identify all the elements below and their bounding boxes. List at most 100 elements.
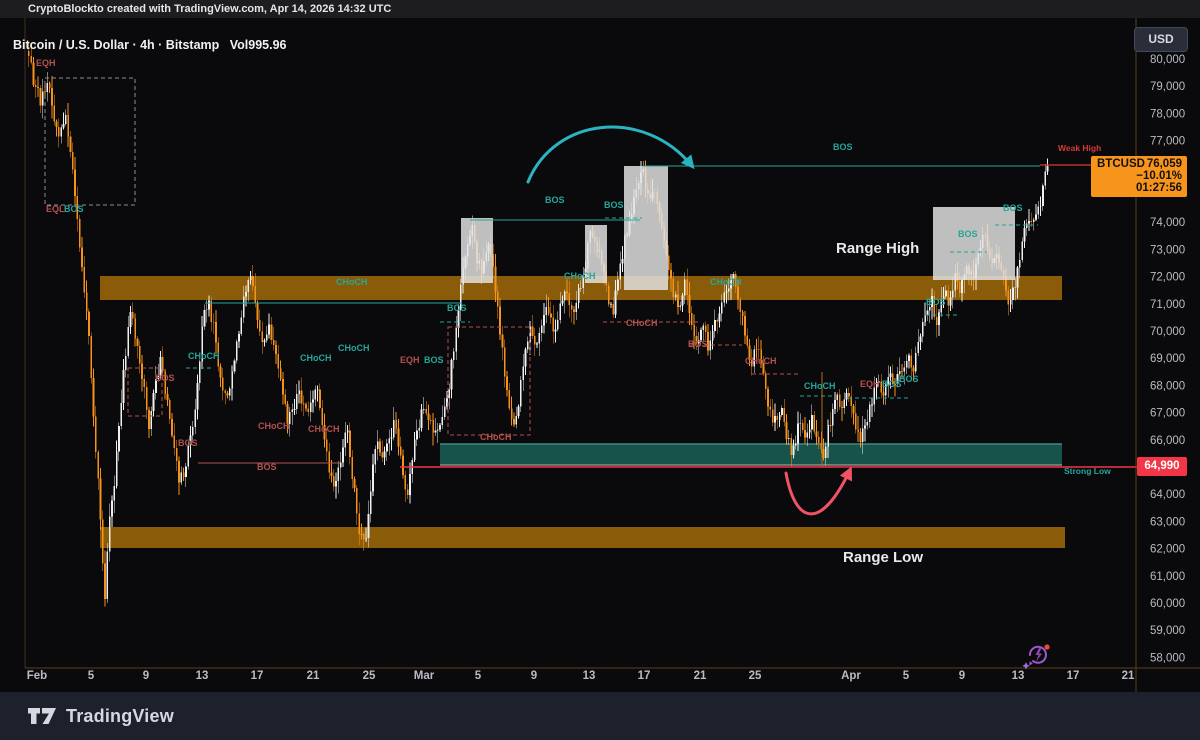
y-axis-label[interactable]: 79,000 xyxy=(1150,81,1185,93)
annotation-bos: BOS xyxy=(1003,203,1023,213)
y-axis-label[interactable]: 71,000 xyxy=(1150,299,1185,311)
y-axis-label[interactable]: 70,000 xyxy=(1150,326,1185,338)
tradingview-logo-icon[interactable] xyxy=(27,705,57,727)
x-axis-label-21[interactable]: 21 xyxy=(1122,670,1135,682)
annotation-choch: CHoCH xyxy=(626,318,658,328)
range-low-zone xyxy=(100,527,1065,548)
volume-value: 995.96 xyxy=(248,38,287,52)
y-axis-label[interactable]: 74,000 xyxy=(1150,217,1185,229)
dashed-range-box xyxy=(127,367,163,417)
badge-change: −10.01% xyxy=(1136,170,1182,182)
x-axis-label-17[interactable]: 17 xyxy=(1067,670,1080,682)
y-axis-label[interactable]: 64,000 xyxy=(1150,489,1185,501)
annotation-eqh: EQH xyxy=(36,58,56,68)
sparkle-refresh-icon[interactable] xyxy=(1020,640,1054,670)
x-axis-label-21[interactable]: 21 xyxy=(307,670,320,682)
x-axis-label-9[interactable]: 9 xyxy=(531,670,537,682)
x-axis-label-mar[interactable]: Mar xyxy=(414,670,435,682)
annotation-choch: CHoCH xyxy=(745,356,777,366)
candlestick-series xyxy=(28,42,1049,607)
last-price-badge: BTCUSD 76,059 −10.01% 01:27:56 xyxy=(1091,156,1187,197)
attribution-bar: CryptoBlockto created with TradingView.c… xyxy=(0,0,1200,18)
annotation-bos: BOS xyxy=(604,200,624,210)
symbol-title-text: Bitcoin / U.S. Dollar · 4h · Bitstamp xyxy=(13,38,220,52)
annotation-bos: BOS xyxy=(64,204,84,214)
x-axis-label-13[interactable]: 13 xyxy=(583,670,596,682)
drawn-arrows-layer xyxy=(526,125,853,516)
x-axis-label-9[interactable]: 9 xyxy=(143,670,149,682)
y-axis-label[interactable]: 66,000 xyxy=(1150,435,1185,447)
badge-countdown: 01:27:56 xyxy=(1135,182,1182,194)
y-axis-label[interactable]: 72,000 xyxy=(1150,272,1185,284)
annotation-bos: BOS xyxy=(958,229,978,239)
annotation-eql: EQL xyxy=(46,204,65,214)
supply-zone-box xyxy=(461,218,493,283)
dashed-range-box xyxy=(447,326,531,436)
annotation-choch: CHoCH xyxy=(564,271,596,281)
footer-bar: TradingView xyxy=(0,692,1200,740)
x-axis-label-5[interactable]: 5 xyxy=(903,670,910,682)
y-axis-label[interactable]: 59,000 xyxy=(1150,625,1185,637)
supply-zone-box xyxy=(585,225,607,283)
x-axis-label-21[interactable]: 21 xyxy=(694,670,707,682)
demand-zone xyxy=(440,444,1062,465)
tradingview-wordmark[interactable]: TradingView xyxy=(66,705,174,726)
attribution-text: CryptoBlockto created with TradingView.c… xyxy=(28,3,392,15)
annotation-range-high: Range High xyxy=(836,240,919,257)
x-axis-label-13[interactable]: 13 xyxy=(1012,670,1025,682)
x-axis-label-17[interactable]: 17 xyxy=(251,670,264,682)
currency-toggle-button[interactable]: USD xyxy=(1134,27,1188,52)
y-axis-label[interactable]: 63,000 xyxy=(1150,516,1185,528)
annotation-choch: CHoCH xyxy=(188,351,220,361)
annotation-bos: BOS xyxy=(833,142,853,152)
dashed-range-box xyxy=(44,77,136,206)
y-axis-label[interactable]: 62,000 xyxy=(1150,544,1185,556)
axes-layer[interactable]: 80,000 79,000 78,000 77,000 74,000 73,000 72,0… xyxy=(24,18,1200,692)
supply-boxes-layer xyxy=(461,166,1015,290)
reversal-up-arrow xyxy=(784,466,853,516)
annotation-choch: CHoCH xyxy=(336,277,368,287)
y-axis-label[interactable]: 69,000 xyxy=(1150,353,1185,365)
x-axis-label-25[interactable]: 25 xyxy=(363,670,376,682)
annotation-eqh: EQH xyxy=(400,355,420,365)
annotation-bos: BOS xyxy=(424,355,444,365)
annotation-bos: BOS xyxy=(257,462,277,472)
y-axis-label[interactable]: 73,000 xyxy=(1150,244,1185,256)
y-axis-label[interactable]: 78,000 xyxy=(1150,108,1185,120)
annotation-bos: BOS xyxy=(178,438,198,448)
annotation-bos: BOS xyxy=(882,379,902,389)
x-axis-label-feb[interactable]: Feb xyxy=(27,670,47,682)
x-axis-label-5[interactable]: 5 xyxy=(475,670,482,682)
symbol-title[interactable]: Bitcoin / U.S. Dollar · 4h · Bitstamp Vo… xyxy=(13,38,286,52)
x-axis-label-5[interactable]: 5 xyxy=(88,670,95,682)
annotation-bos: BOS xyxy=(545,195,565,205)
annotation-range-low: Range Low xyxy=(843,549,923,566)
strong-low-price-badge: 64,990 xyxy=(1137,457,1187,476)
annotation-choch: CHoCH xyxy=(338,343,370,353)
y-axis-label[interactable]: 61,000 xyxy=(1150,571,1185,583)
annotation-choch: CHoCH xyxy=(710,277,742,287)
badge-price: 76,059 xyxy=(1146,158,1182,170)
x-axis-label-13[interactable]: 13 xyxy=(196,670,209,682)
annotation-eqh: EQH xyxy=(860,379,880,389)
y-axis-label[interactable]: 68,000 xyxy=(1150,380,1185,392)
y-axis-label[interactable]: 80,000 xyxy=(1150,54,1185,66)
annotation-bos: BOS xyxy=(447,303,467,313)
annotation-choch: CHoCH xyxy=(308,424,340,434)
structure-lines-layer xyxy=(44,77,1137,468)
badge-symbol: BTCUSD xyxy=(1097,158,1145,170)
annotation-weak-high: Weak High xyxy=(1058,143,1101,153)
y-axis-label[interactable]: 67,000 xyxy=(1150,408,1185,420)
y-axis-label[interactable]: 60,000 xyxy=(1150,598,1185,610)
supply-zone-box xyxy=(624,166,668,290)
y-axis-label[interactable]: 77,000 xyxy=(1150,136,1185,148)
x-axis-label-9[interactable]: 9 xyxy=(959,670,965,682)
y-axis-label[interactable]: 58,000 xyxy=(1150,652,1185,664)
x-axis-label-25[interactable]: 25 xyxy=(749,670,762,682)
x-axis-label-17[interactable]: 17 xyxy=(638,670,651,682)
annotation-bos: BOS xyxy=(899,374,919,384)
x-axis-label-apr[interactable]: Apr xyxy=(841,670,861,682)
